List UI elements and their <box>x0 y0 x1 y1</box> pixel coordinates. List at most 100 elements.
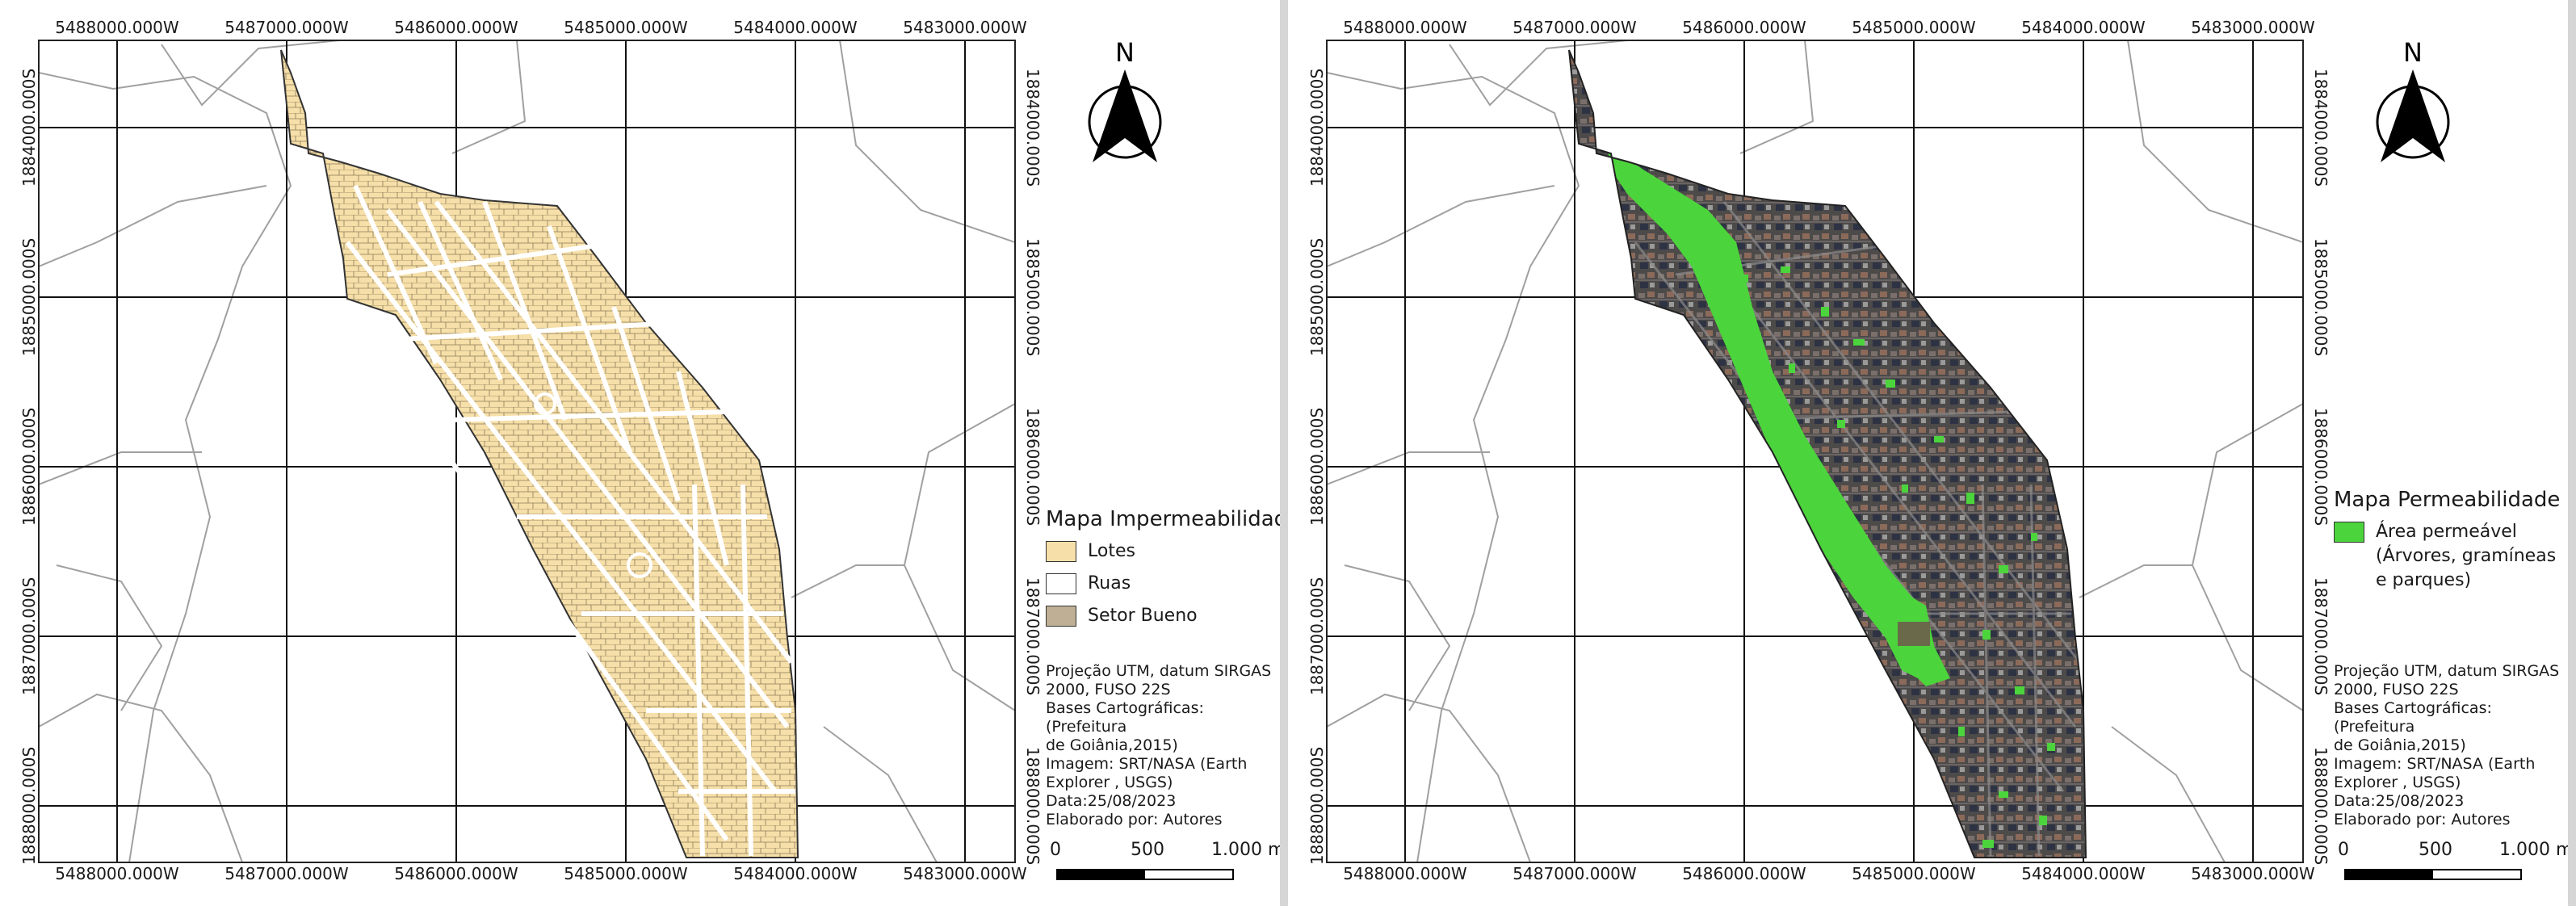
y-tick-label: 1887000.000S <box>1023 577 1043 696</box>
scale-label: 1.000 m <box>2499 840 2568 860</box>
note-line: de Goiânia,2015) <box>2334 736 2466 754</box>
note-line: Explorer , USGS) <box>2334 774 2461 791</box>
scale-bar: 0 500 1.000 m <box>1050 840 1280 888</box>
x-tick-label: 5488000.000W <box>1343 864 1467 883</box>
legend-swatch <box>1046 606 1076 627</box>
y-tick-label: 1888000.000S <box>2311 746 2331 866</box>
map-metadata-notes: Projeção UTM, datum SIRGAS 2000, FUSO 22… <box>2334 662 2568 829</box>
scale-segment <box>2344 869 2433 880</box>
x-tick-label: 5485000.000W <box>564 864 688 883</box>
legend-label: Lotes <box>1088 541 1135 561</box>
note-line: 2000, FUSO 22S <box>2334 681 2459 698</box>
x-tick-label: 5483000.000W <box>903 18 1027 37</box>
x-tick-label: 5484000.000W <box>733 18 858 37</box>
x-tick-label: 5486000.000W <box>394 18 518 37</box>
legend-item: Área permeável (Árvores, gramíneas e par… <box>2334 520 2560 593</box>
legend: Mapa Impermeabilidade Lotes Ruas Setor B… <box>1046 507 1280 628</box>
y-tick-label: 1885000.000S <box>1023 237 1043 357</box>
y-tick-label: 1887000.000S <box>19 577 39 696</box>
legend-item: Setor Bueno <box>1046 604 1280 628</box>
note-line: Imagem: SRT/NASA (Earth <box>2334 755 2536 773</box>
y-tick-label: 1885000.000S <box>1307 237 1327 357</box>
y-tick-label: 1884000.000S <box>19 68 39 187</box>
scale-label: 0 <box>2338 840 2349 860</box>
note-line: Bases Cartográficas: (Prefeitura <box>2334 699 2492 736</box>
y-tick-label: 1886000.000S <box>1307 407 1327 526</box>
y-tick-label: 1888000.000S <box>1023 746 1043 866</box>
x-tick-label: 5485000.000W <box>564 18 688 37</box>
x-tick-label: 5483000.000W <box>903 864 1027 883</box>
note-line: Explorer , USGS) <box>1046 774 1173 791</box>
note-line: Projeção UTM, datum SIRGAS <box>1046 662 1272 680</box>
x-tick-label: 5487000.000W <box>224 18 349 37</box>
x-tick-label: 5483000.000W <box>2191 18 2315 37</box>
north-label: N <box>1115 37 1135 68</box>
note-line: Data:25/08/2023 <box>1046 792 1177 810</box>
note-line: Projeção UTM, datum SIRGAS <box>2334 662 2560 680</box>
map-permeabilidade <box>1326 40 2304 863</box>
scale-label: 1.000 m <box>1211 840 1280 860</box>
setor-bueno-outline <box>1568 49 2087 858</box>
y-tick-label: 1885000.000S <box>19 237 39 357</box>
legend-title: Mapa Impermeabilidade <box>1046 507 1280 531</box>
scale-label: 500 <box>1131 840 1164 860</box>
x-tick-label: 5486000.000W <box>1682 864 1806 883</box>
y-tick-label: 1886000.000S <box>1023 407 1043 526</box>
map-impermeabilidade <box>38 40 1016 863</box>
map-frame <box>1326 40 2304 863</box>
scale-segment <box>2431 869 2522 880</box>
x-tick-label: 5484000.000W <box>2021 864 2146 883</box>
north-arrow-icon: N <box>1088 37 1162 162</box>
map-page-impermeabilidade: 5488000.000W 5487000.000W 5486000.000W 5… <box>0 0 1280 906</box>
scale-segment <box>1143 869 1234 880</box>
permeable-areas <box>1607 145 2055 848</box>
x-tick-label: 5484000.000W <box>733 864 858 883</box>
x-tick-label: 5485000.000W <box>1852 864 1976 883</box>
y-tick-label: 1888000.000S <box>19 746 39 866</box>
scale-bar: 0 500 1.000 m <box>2338 840 2568 888</box>
legend-item: Lotes <box>1046 539 1280 564</box>
scale-label: 500 <box>2419 840 2452 860</box>
y-tick-label: 1884000.000S <box>1307 68 1327 187</box>
x-tick-label: 5488000.000W <box>55 18 179 37</box>
x-tick-label: 5487000.000W <box>1512 864 1637 883</box>
north-arrow-icon: N <box>2376 37 2450 162</box>
y-tick-label: 1884000.000S <box>1023 68 1043 187</box>
map-frame <box>38 40 1016 863</box>
note-line: 2000, FUSO 22S <box>1046 681 1171 698</box>
x-tick-label: 5487000.000W <box>1512 18 1637 37</box>
x-tick-label: 5484000.000W <box>2021 18 2146 37</box>
scale-label: 0 <box>1050 840 1061 860</box>
legend-item: Ruas <box>1046 572 1280 596</box>
note-line: Data:25/08/2023 <box>2334 792 2465 810</box>
x-tick-label: 5488000.000W <box>1343 18 1467 37</box>
legend-label: Área permeável (Árvores, gramíneas e par… <box>2376 522 2557 590</box>
map-metadata-notes: Projeção UTM, datum SIRGAS 2000, FUSO 22… <box>1046 662 1280 829</box>
x-tick-label: 5483000.000W <box>2191 864 2315 883</box>
legend-label: Setor Bueno <box>1088 606 1198 626</box>
note-line: Elaborado por: Autores <box>1046 811 1223 828</box>
y-tick-label: 1887000.000S <box>1307 577 1327 696</box>
y-tick-label: 1886000.000S <box>19 407 39 526</box>
y-tick-label: 1887000.000S <box>2311 577 2331 696</box>
y-tick-label: 1885000.000S <box>2311 237 2331 357</box>
y-tick-label: 1886000.000S <box>2311 407 2331 526</box>
legend-title: Mapa Permeabilidade <box>2334 488 2561 512</box>
x-tick-label: 5486000.000W <box>394 864 518 883</box>
x-tick-label: 5486000.000W <box>1682 18 1806 37</box>
legend-label: Ruas <box>1088 573 1131 594</box>
legend: Mapa Permeabilidade Área permeável (Árvo… <box>2334 488 2560 593</box>
map-page-permeabilidade: 5488000.000W 5487000.000W 5486000.000W 5… <box>1288 0 2568 906</box>
note-line: de Goiânia,2015) <box>1046 736 1178 754</box>
x-tick-label: 5485000.000W <box>1852 18 1976 37</box>
note-line: Bases Cartográficas: (Prefeitura <box>1046 699 1204 736</box>
north-label: N <box>2403 37 2423 68</box>
scale-segment <box>1056 869 1145 880</box>
legend-swatch <box>2334 522 2364 543</box>
x-tick-label: 5488000.000W <box>55 864 179 883</box>
note-line: Imagem: SRT/NASA (Earth <box>1046 755 1248 773</box>
legend-swatch <box>1046 573 1076 594</box>
x-tick-label: 5487000.000W <box>224 864 349 883</box>
street-network <box>337 184 795 857</box>
y-tick-label: 1888000.000S <box>1307 746 1327 866</box>
